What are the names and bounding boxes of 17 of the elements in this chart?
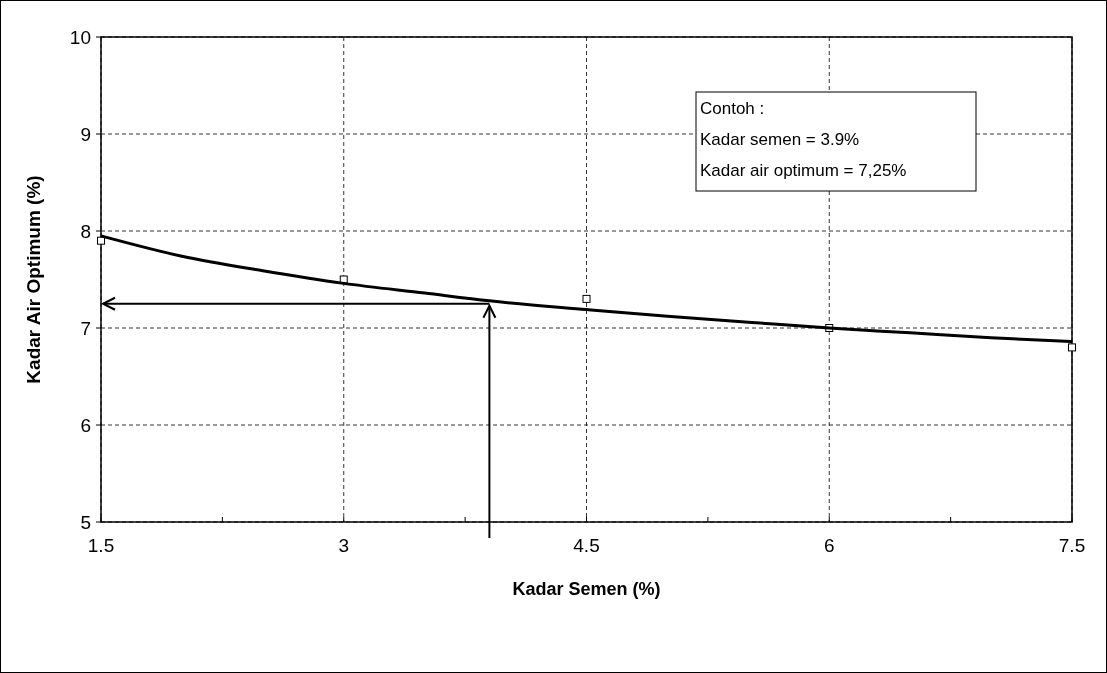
- x-tick-label: 7.5: [1058, 535, 1086, 556]
- x-tick-label: 1.5: [87, 535, 115, 556]
- point: [1068, 343, 1076, 352]
- point: [97, 236, 105, 245]
- y-tick-label: 5: [80, 512, 91, 533]
- x-tick-label: 4.5: [573, 535, 600, 556]
- y-tick-label: 9: [80, 124, 91, 145]
- x-tick-label: 3: [338, 535, 350, 556]
- y-tick-label: 6: [80, 415, 91, 436]
- y-tick-label: 10: [69, 27, 91, 48]
- x-axis-title: Kadar Semen (%): [512, 579, 661, 599]
- y-axis-title: Kadar Air Optimum (%): [23, 175, 44, 384]
- x-tick-label: 6: [823, 535, 835, 556]
- point: [582, 294, 591, 303]
- annotation: Contoh : Kadar semen = 3.9% Kadar air optimum = 7,25%: [700, 99, 907, 180]
- y-tick-label: 7: [80, 318, 91, 339]
- y-tick-label: 8: [80, 221, 91, 242]
